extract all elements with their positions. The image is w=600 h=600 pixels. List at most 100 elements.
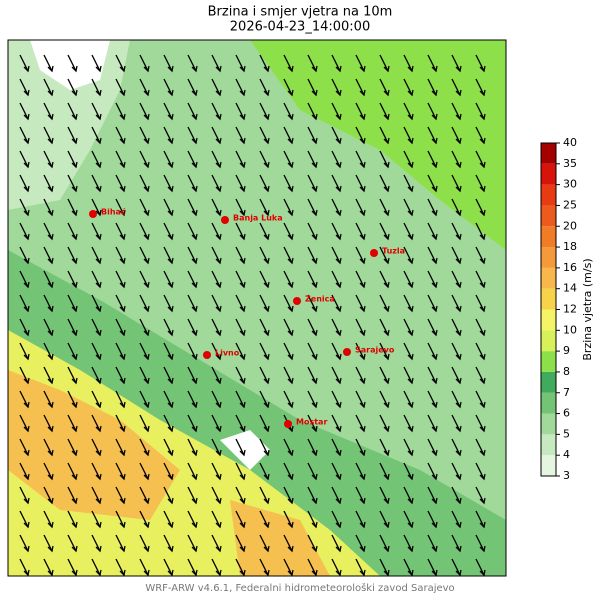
wind-arrow-head [47, 281, 54, 289]
wind-arrow [451, 78, 461, 96]
wind-arrow [115, 462, 125, 480]
wind-arrow [211, 510, 221, 528]
wind-arrow-head [47, 161, 54, 169]
wind-arrow-head [383, 353, 390, 361]
wind-arrow-head [479, 329, 486, 337]
wind-arrow [91, 342, 101, 360]
wind-arrow-head [167, 329, 174, 337]
wind-arrow [331, 366, 341, 384]
wind-arrow-head [335, 113, 342, 121]
wind-arrow-head [191, 257, 198, 265]
wind-arrow [475, 294, 485, 312]
wind-arrow-head [71, 257, 78, 265]
wind-arrow [211, 222, 221, 240]
wind-arrow-head [335, 137, 342, 145]
wind-arrow-head [143, 473, 150, 481]
wind-arrow-head [191, 113, 198, 121]
wind-arrow-head [215, 353, 222, 361]
wind-arrow-head [479, 425, 486, 433]
wind-arrow-head [239, 569, 246, 577]
wind-arrow [259, 246, 269, 264]
wind-arrow-head [143, 305, 150, 313]
wind-arrow-head [215, 449, 222, 457]
wind-arrow-head [95, 89, 102, 97]
wind-arrow [211, 486, 221, 504]
wind-arrow-head [167, 449, 174, 457]
wind-arrow [235, 246, 245, 264]
wind-arrow [331, 150, 341, 168]
wind-arrow-head [287, 185, 294, 193]
wind-arrow [451, 318, 461, 336]
wind-arrow [475, 150, 485, 168]
wind-arrow [139, 294, 149, 312]
wind-arrow-head [455, 161, 462, 169]
wind-arrow-head [191, 425, 198, 433]
colorbar-tick-label: 18 [563, 240, 577, 253]
colorbar-swatch [541, 226, 556, 248]
wind-arrow [379, 414, 389, 432]
wind-arrow [259, 222, 269, 240]
wind-arrow-head [479, 353, 486, 361]
wind-arrow-head [239, 521, 246, 529]
wind-arrow-head [47, 233, 54, 241]
wind-arrow-head [215, 89, 222, 97]
wind-arrow-head [479, 89, 486, 97]
wind-arrow-head [215, 497, 222, 505]
wind-arrow [427, 558, 437, 576]
wind-arrow [475, 366, 485, 384]
wind-arrow [307, 486, 317, 504]
wind-arrow [19, 414, 29, 432]
wind-arrow [115, 126, 125, 144]
wind-arrow [331, 78, 341, 96]
wind-arrow [403, 246, 413, 264]
wind-arrow [403, 462, 413, 480]
wind-arrow [43, 78, 53, 96]
wind-arrow-head [335, 401, 342, 409]
wind-arrow [67, 102, 77, 120]
wind-arrow [379, 198, 389, 216]
wind-arrow-head [263, 137, 270, 145]
wind-arrow-head [239, 353, 246, 361]
wind-arrow-head [167, 137, 174, 145]
wind-arrow-head [479, 161, 486, 169]
wind-arrow-head [119, 353, 126, 361]
wind-arrow-head [287, 209, 294, 217]
colorbar-tick-label: 16 [563, 261, 577, 274]
wind-arrow [211, 462, 221, 480]
wind-arrow-head [191, 329, 198, 337]
wind-arrow [355, 390, 365, 408]
wind-arrow-head [191, 281, 198, 289]
wind-arrow-head [383, 305, 390, 313]
wind-arrow [19, 558, 29, 576]
wind-arrow [211, 414, 221, 432]
wind-arrow-head [119, 425, 126, 433]
wind-arrow-head [431, 545, 438, 553]
wind-arrow [163, 102, 173, 120]
wind-arrow [355, 270, 365, 288]
wind-arrow-head [239, 473, 246, 481]
wind-arrow [283, 510, 293, 528]
wind-arrow-head [335, 449, 342, 457]
wind-arrow-head [215, 257, 222, 265]
wind-arrow-head [311, 65, 318, 73]
wind-arrow [307, 462, 317, 480]
wind-arrow-head [215, 401, 222, 409]
wind-arrow [355, 342, 365, 360]
wind-arrow-head [47, 257, 54, 265]
wind-arrow-head [287, 65, 294, 73]
wind-arrow-head [335, 473, 342, 481]
wind-arrow [43, 174, 53, 192]
city-dot [89, 210, 97, 218]
wind-arrow-head [311, 329, 318, 337]
wind-arrow-head [455, 137, 462, 145]
wind-arrow [19, 342, 29, 360]
wind-arrow [283, 438, 293, 456]
wind-arrow-head [359, 521, 366, 529]
wind-arrow-head [479, 257, 486, 265]
wind-arrow [475, 390, 485, 408]
wind-arrow [331, 294, 341, 312]
wind-arrow [91, 246, 101, 264]
wind-arrow [451, 246, 461, 264]
colorbar-tick-label: 25 [563, 198, 577, 211]
wind-arrow [235, 438, 245, 456]
